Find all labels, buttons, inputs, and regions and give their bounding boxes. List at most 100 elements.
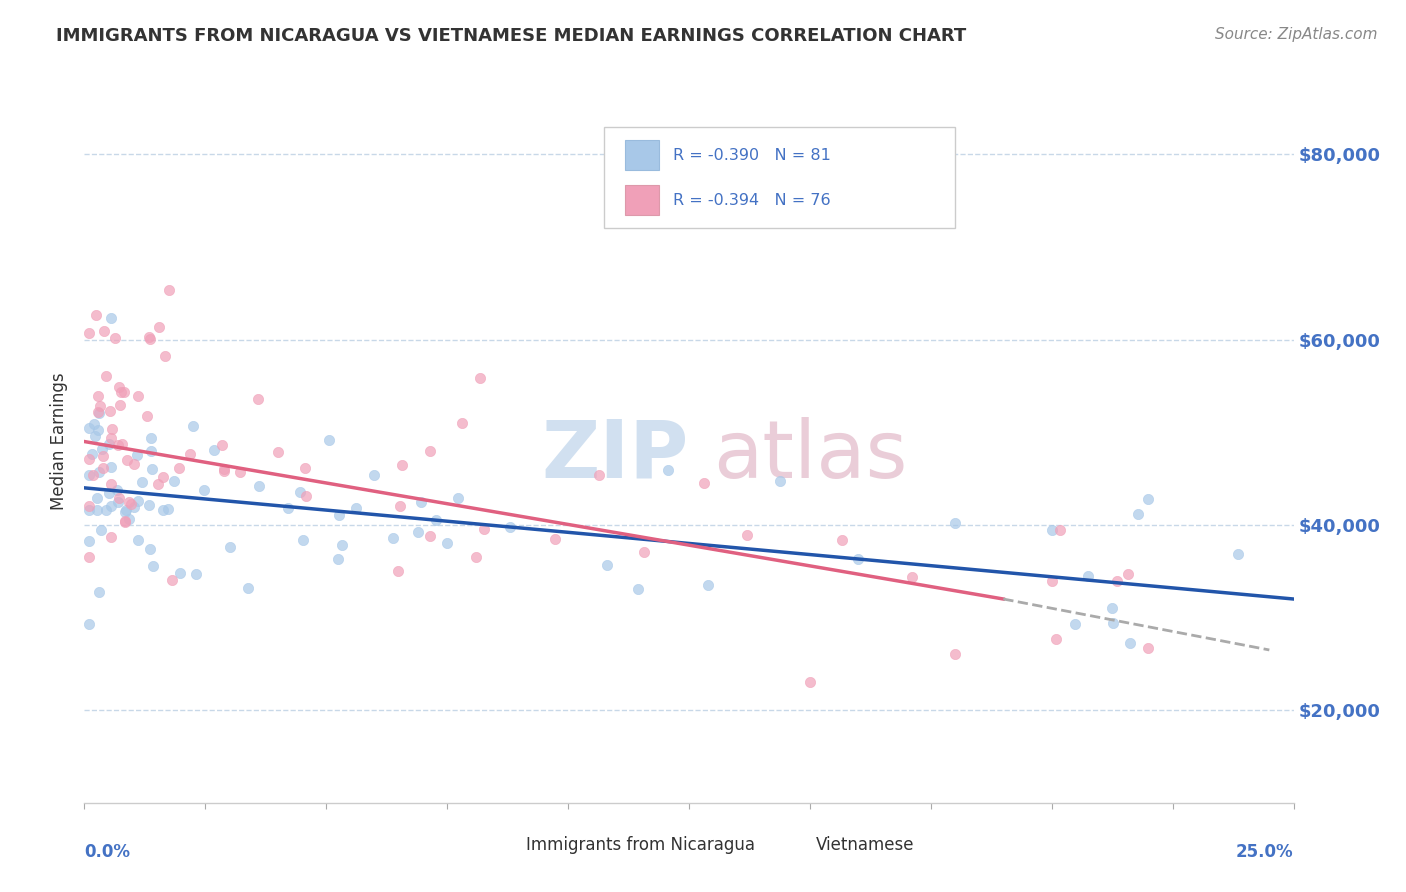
Point xyxy=(277,500,299,515)
Point xyxy=(769,475,792,489)
Point xyxy=(179,447,201,461)
Point xyxy=(101,422,124,436)
Point xyxy=(114,514,136,528)
Point xyxy=(157,283,180,297)
Point xyxy=(1137,640,1160,655)
Point xyxy=(267,445,290,459)
Point xyxy=(328,508,350,522)
Point xyxy=(122,500,145,515)
Point xyxy=(122,458,145,472)
Point xyxy=(77,326,100,341)
Point xyxy=(411,494,433,508)
Point xyxy=(86,503,108,517)
Point xyxy=(735,528,758,542)
Point xyxy=(1102,616,1125,631)
Point xyxy=(152,470,174,484)
Bar xyxy=(780,834,806,857)
Point xyxy=(425,513,447,527)
Point xyxy=(451,416,474,430)
Point xyxy=(236,581,259,595)
Point xyxy=(211,437,233,451)
Point xyxy=(118,494,141,508)
Point xyxy=(77,468,100,483)
Point xyxy=(87,465,110,479)
Point xyxy=(100,311,122,326)
Text: atlas: atlas xyxy=(713,417,907,495)
Point xyxy=(89,523,111,537)
Point xyxy=(943,516,966,531)
Point xyxy=(87,406,110,420)
Point xyxy=(1126,507,1149,521)
Point xyxy=(112,384,135,399)
Point xyxy=(1045,632,1067,646)
Point xyxy=(80,447,103,461)
Point xyxy=(389,499,412,513)
Point xyxy=(127,389,149,403)
Point xyxy=(90,442,112,456)
Point xyxy=(93,324,115,338)
Point xyxy=(1105,574,1128,588)
Point xyxy=(135,409,157,423)
Point xyxy=(127,494,149,508)
Point xyxy=(943,647,966,661)
Point xyxy=(115,503,138,517)
Point xyxy=(104,331,127,345)
Point xyxy=(318,434,340,448)
Point xyxy=(419,528,441,542)
Point xyxy=(117,512,139,526)
Point xyxy=(89,585,111,599)
Point xyxy=(326,552,349,566)
Point xyxy=(108,397,131,411)
Point xyxy=(212,462,235,476)
Point xyxy=(87,423,110,437)
Point xyxy=(120,497,142,511)
Point xyxy=(100,431,122,445)
Point xyxy=(499,520,522,534)
Point xyxy=(98,403,121,417)
Point xyxy=(295,489,318,503)
Bar xyxy=(624,185,659,215)
Point xyxy=(139,332,162,346)
Point xyxy=(247,479,270,493)
Point xyxy=(77,503,100,517)
Point xyxy=(125,448,148,462)
Point xyxy=(291,533,314,547)
Point xyxy=(117,453,139,467)
Point xyxy=(108,491,131,506)
Point xyxy=(89,399,111,413)
Point xyxy=(111,437,134,451)
Point xyxy=(406,524,429,539)
Point xyxy=(98,437,121,451)
Point xyxy=(84,308,107,322)
Point xyxy=(152,503,174,517)
Text: Vietnamese: Vietnamese xyxy=(815,837,914,855)
Point xyxy=(219,540,242,554)
Point xyxy=(91,449,114,463)
FancyBboxPatch shape xyxy=(605,128,955,228)
Point xyxy=(139,444,162,458)
Point xyxy=(153,349,176,363)
Point xyxy=(100,476,122,491)
Point xyxy=(181,419,204,434)
Point xyxy=(288,484,311,499)
Point xyxy=(100,530,122,544)
Point xyxy=(697,577,720,591)
Point xyxy=(1040,523,1063,537)
Point xyxy=(91,461,114,475)
Point xyxy=(465,549,488,564)
Point xyxy=(108,380,131,394)
Point xyxy=(693,475,716,490)
Point xyxy=(139,431,162,445)
Point xyxy=(114,515,136,529)
Point xyxy=(468,370,491,384)
Text: Immigrants from Nicaragua: Immigrants from Nicaragua xyxy=(526,837,755,855)
Point xyxy=(447,491,470,505)
Point xyxy=(1064,616,1087,631)
Point xyxy=(77,451,100,466)
Point xyxy=(330,538,353,552)
Point xyxy=(1137,491,1160,506)
Text: R = -0.390   N = 81: R = -0.390 N = 81 xyxy=(673,148,831,162)
Point xyxy=(127,533,149,547)
Point xyxy=(142,559,165,574)
Point xyxy=(82,467,104,482)
